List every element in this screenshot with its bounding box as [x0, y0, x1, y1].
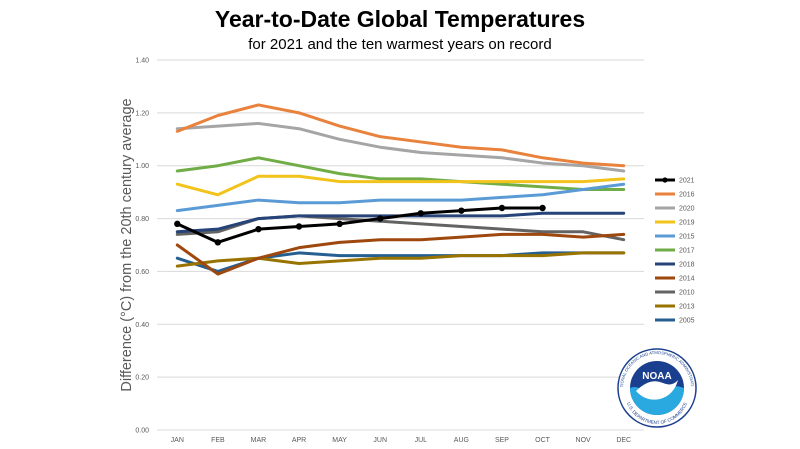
legend-label-2013: 2013	[679, 304, 695, 311]
x-tick-label: OCT	[535, 437, 551, 444]
series-line-2020	[175, 121, 626, 173]
x-tick-label: AUG	[454, 437, 469, 444]
x-tick-label: MAR	[251, 437, 267, 444]
x-tick-label: FEB	[211, 437, 225, 444]
chart-subtitle: for 2021 and the ten warmest years on re…	[248, 36, 552, 53]
data-point-2021	[255, 225, 262, 233]
y-tick-label: 0.20	[135, 375, 149, 382]
series-line-2019	[175, 174, 626, 197]
legend-label-2015: 2015	[679, 234, 695, 241]
series-line-2016	[175, 103, 626, 168]
legend-label-2014: 2014	[679, 276, 695, 283]
series-line-2013	[175, 251, 626, 268]
data-point-2021	[417, 210, 424, 217]
y-tick-label: 0.60	[135, 269, 149, 276]
legend-label-2016: 2016	[679, 192, 695, 199]
x-tick-label: JAN	[171, 437, 184, 444]
series-line-2015	[175, 182, 626, 213]
legend-label-2005: 2005	[679, 318, 695, 325]
noaa-logo: NOAA NATIONAL OCEANIC AND ATMOSPHERIC AD…	[616, 347, 697, 428]
y-tick-label: 1.20	[135, 110, 149, 117]
data-point-2021	[295, 223, 303, 230]
y-tick-label: 1.40	[135, 58, 149, 65]
legend-marker-2021	[662, 177, 668, 183]
data-point-2021	[174, 220, 181, 228]
data-point-2021	[214, 239, 222, 246]
x-tick-label: DEC	[616, 437, 631, 444]
legend-label-2019: 2019	[679, 220, 695, 227]
x-tick-label: SEP	[495, 437, 509, 444]
noaa-logo-wordmark: NOAA	[642, 371, 671, 382]
x-tick-label: NOV	[576, 437, 592, 444]
y-tick-label: 0.80	[135, 216, 149, 223]
legend-label-2010: 2010	[679, 290, 695, 297]
x-tick-label: MAY	[332, 437, 347, 444]
legend-label-2018: 2018	[679, 262, 695, 269]
y-tick-label: 1.00	[135, 163, 149, 170]
x-tick-label: JUL	[415, 437, 428, 444]
series-line-2021	[175, 206, 545, 244]
legend-label-2020: 2020	[679, 206, 695, 213]
x-tick-label: JUN	[373, 437, 387, 444]
data-point-2021	[458, 207, 465, 214]
legend-label-2021: 2021	[679, 178, 695, 185]
legend-label-2017: 2017	[679, 248, 695, 255]
data-point-2021	[539, 204, 546, 212]
series-line-2017	[175, 156, 626, 191]
series-line-2014	[175, 232, 626, 276]
data-point-2021	[498, 204, 506, 212]
y-tick-label: 0.00	[135, 428, 149, 435]
data-point-2021	[377, 215, 384, 222]
data-point-2021	[336, 220, 343, 228]
x-tick-label: APR	[292, 437, 306, 444]
chart-title: Year-to-Date Global Temperatures	[214, 6, 586, 32]
y-tick-label: 0.40	[135, 322, 149, 329]
